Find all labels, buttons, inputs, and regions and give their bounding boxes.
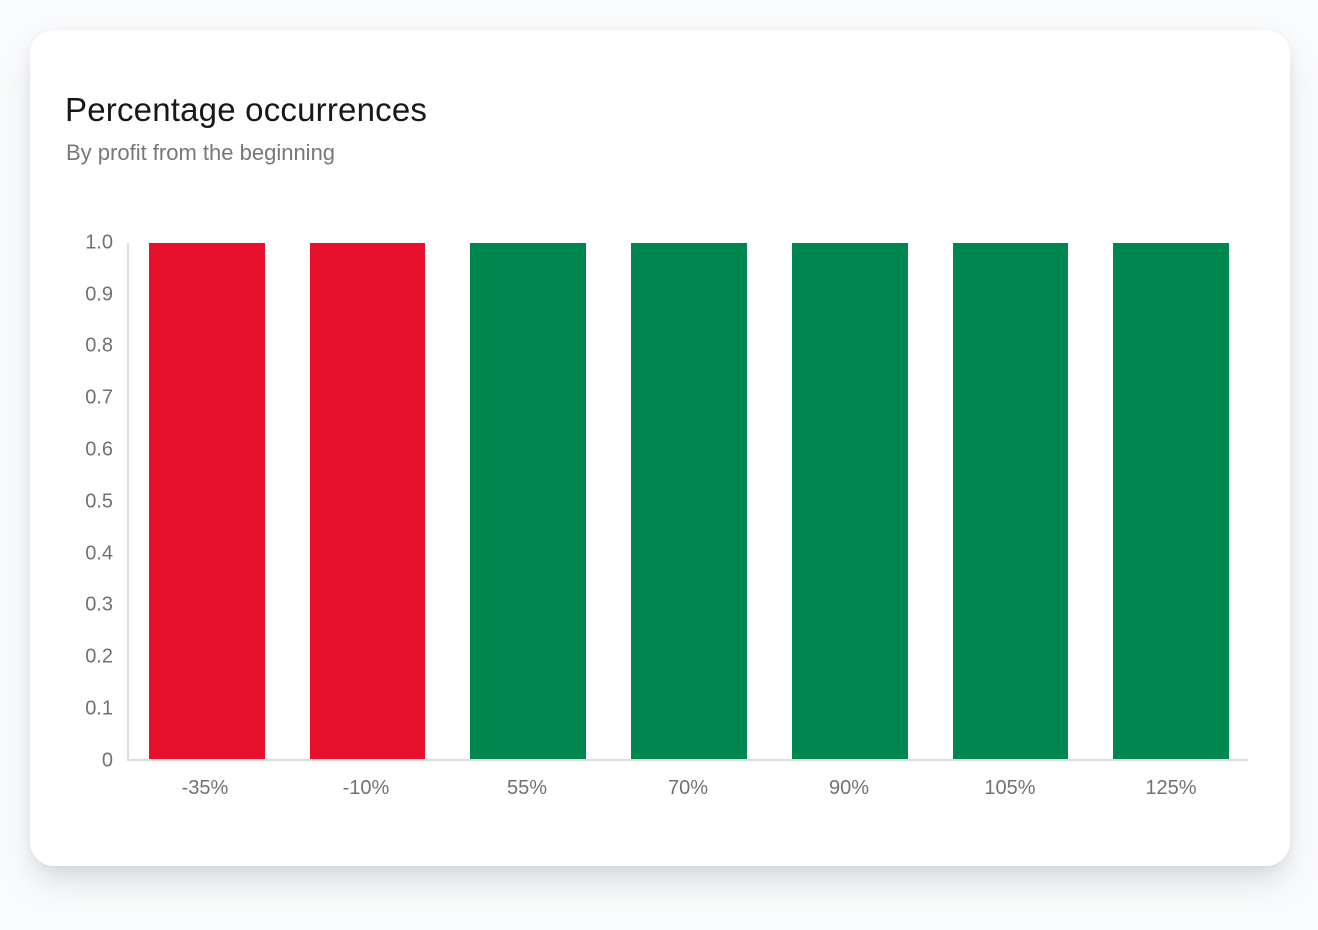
chart-card: Percentage occurrences By profit from th…	[30, 30, 1290, 866]
bar	[149, 242, 265, 759]
y-tick-label: 0	[101, 749, 113, 772]
bars-container	[129, 242, 1248, 759]
x-tick-label: 125%	[1145, 776, 1197, 799]
bar	[952, 242, 1069, 759]
y-tick-label: 0.4	[85, 542, 113, 565]
bar	[470, 242, 587, 759]
y-tick-label: 0.7	[85, 386, 113, 409]
y-tick-label: 0.3	[85, 593, 113, 616]
bar	[631, 242, 747, 759]
x-tick-label: 55%	[506, 776, 548, 799]
bar-chart: 1.0 0.9 0.8 0.7 0.6 0.5 0.4 0.3 0.2 0.1 0 -35% -10%…	[65, 231, 1248, 800]
y-tick-label: 1.0	[85, 231, 113, 254]
bar	[791, 242, 908, 759]
x-tick-label: 105%	[984, 776, 1036, 799]
bar	[309, 242, 426, 759]
y-tick-label: 0.1	[85, 697, 113, 720]
y-tick-label: 0.8	[85, 334, 113, 357]
bar	[1113, 242, 1230, 759]
x-tick-label: -10%	[342, 776, 390, 799]
y-tick-label: 0.2	[85, 645, 113, 668]
x-tick-label: -35%	[181, 776, 229, 799]
chart-title: Percentage occurrences	[65, 91, 428, 128]
x-axis: -35% -10% 55% 70% 90% 105% 125%	[127, 777, 1248, 800]
y-tick-label: 0.9	[85, 283, 113, 306]
plot-area	[127, 242, 1248, 761]
x-tick-label: 70%	[667, 776, 709, 799]
x-tick-label: 90%	[828, 776, 870, 799]
y-tick-label: 0.6	[85, 438, 113, 461]
chart-subtitle: By profit from the beginning	[66, 140, 336, 166]
y-tick-label: 0.5	[85, 490, 113, 513]
y-axis: 1.0 0.9 0.8 0.7 0.6 0.5 0.4 0.3 0.2 0.1 0	[65, 231, 127, 771]
plot-column: -35% -10% 55% 70% 90% 105% 125%	[127, 242, 1248, 800]
